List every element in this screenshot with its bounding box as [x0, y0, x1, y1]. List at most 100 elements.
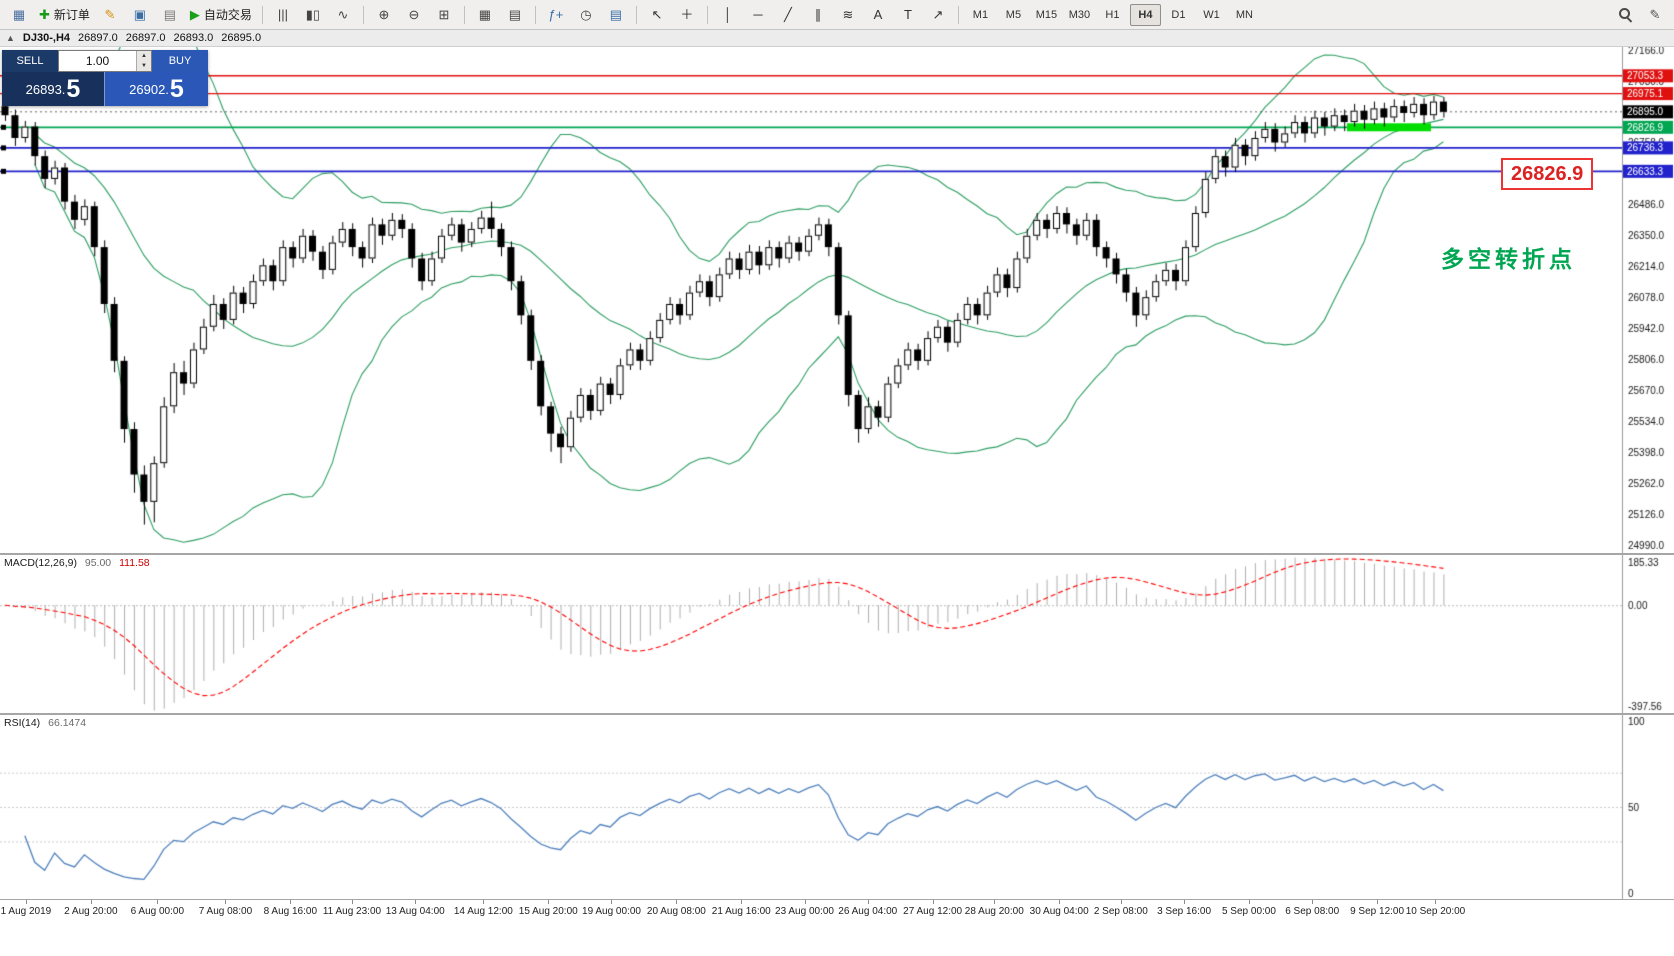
crosshair-icon: ＋	[680, 7, 694, 22]
chart-window-icon[interactable]: ▦	[5, 4, 33, 26]
data-window-icon[interactable]: ▤	[156, 4, 184, 26]
timeframe-m15-button[interactable]: M15	[1035, 8, 1058, 21]
time-axis-label: 26 Aug 04:00	[838, 906, 898, 917]
buy-price-big-digit: 5	[169, 74, 184, 103]
time-axis-tick	[994, 900, 996, 904]
time-axis-tick	[225, 900, 227, 904]
timeframe-h1-button[interactable]: H1	[1105, 8, 1120, 21]
new-order-button[interactable]: ✚ 新订单	[35, 4, 94, 26]
grid-icon[interactable]: ⊞	[430, 4, 458, 26]
macd-canvas[interactable]	[0, 555, 1674, 713]
rsi-canvas[interactable]	[0, 715, 1674, 899]
chart-icon: ▲	[6, 33, 15, 43]
toolbar-separator	[635, 5, 637, 24]
vertical-line-icon[interactable]: │	[714, 4, 742, 26]
time-axis-tick	[351, 900, 353, 904]
line-chart-type-icon[interactable]: ∿	[329, 4, 357, 26]
cascade-windows-icon: ▤	[508, 7, 522, 22]
volume-down-icon[interactable]: ▼	[137, 61, 151, 71]
time-axis-tick	[157, 900, 159, 904]
price-level-label[interactable]: 26826.9	[1501, 158, 1594, 190]
autotrading-button[interactable]: ▶ 自动交易	[186, 4, 256, 26]
time-axis-label: 7 Aug 08:00	[198, 906, 253, 917]
text-icon: A	[873, 7, 883, 22]
indicators-icon[interactable]: ƒ+	[542, 4, 570, 26]
time-axis-label: 6 Sep 08:00	[1285, 906, 1340, 917]
tile-windows-icon[interactable]: ▦	[471, 4, 499, 26]
fibonacci-icon[interactable]: ≋	[834, 4, 862, 26]
channel-icon[interactable]: ∥	[804, 4, 832, 26]
horizontal-line-icon[interactable]: ─	[744, 4, 772, 26]
periods-icon[interactable]: ◷	[572, 4, 600, 26]
time-axis-tick	[1120, 900, 1122, 904]
data-window-icon: ▤	[163, 7, 177, 22]
arrows-icon[interactable]: ↗	[924, 4, 952, 26]
trendline-icon: ╱	[784, 7, 792, 22]
bar-chart-type-icon[interactable]: |||	[269, 4, 297, 26]
time-axis-label: 3 Sep 16:00	[1157, 906, 1212, 917]
time-axis-tick	[1248, 900, 1250, 904]
toolbar-separator	[362, 5, 364, 24]
candlestick-chart-type-icon: ▮▯	[305, 7, 321, 22]
buy-button[interactable]: BUY	[152, 50, 208, 72]
search-icon[interactable]	[1611, 4, 1639, 26]
zoom-out-icon[interactable]: ⊖	[400, 4, 428, 26]
timeframe-m1-button[interactable]: M1	[972, 8, 989, 21]
time-axis-tick	[932, 900, 934, 904]
zoom-in-icon[interactable]: ⊕	[370, 4, 398, 26]
time-axis-tick	[611, 900, 613, 904]
market-watch-icon: ▣	[133, 7, 147, 22]
volume-box: 1.00 ▲ ▼	[58, 50, 152, 72]
timeframe-d1-button[interactable]: D1	[1171, 8, 1186, 21]
quick-edit-icon[interactable]: ✎	[1641, 4, 1669, 26]
cascade-windows-icon[interactable]: ▤	[501, 4, 529, 26]
time-axis-label: 20 Aug 08:00	[646, 906, 706, 917]
arrows-icon: ↗	[932, 7, 944, 22]
timeframe-m5-button[interactable]: M5	[1005, 8, 1022, 21]
rsi-value: 66.1474	[48, 717, 87, 729]
price-chart-pane: SELL 1.00 ▲ ▼ BUY 26893. 5 26902. 5	[0, 47, 1674, 553]
time-axis-tick	[290, 900, 292, 904]
grid-icon: ⊞	[438, 7, 450, 22]
macd-label: MACD(12,26,9) 95.00 111.58	[4, 557, 150, 569]
timeframe-h4-button[interactable]: H4	[1129, 3, 1161, 26]
pane-splitter[interactable]	[0, 553, 1674, 555]
symbol-period-label: DJ30-,H4	[22, 32, 70, 44]
text-icon[interactable]: A	[864, 4, 892, 26]
ohlc-high: 26897.0	[125, 32, 166, 44]
time-axis-tick	[1059, 900, 1061, 904]
one-click-trading-panel: SELL 1.00 ▲ ▼ BUY 26893. 5 26902. 5	[2, 50, 208, 106]
chart-window-icon: ▦	[12, 7, 26, 22]
candlestick-chart-type-icon[interactable]: ▮▯	[299, 4, 327, 26]
time-axis-label: 19 Aug 00:00	[582, 906, 641, 917]
sell-price[interactable]: 26893. 5	[2, 72, 105, 106]
buy-price[interactable]: 26902. 5	[105, 72, 208, 106]
toolbar-separator	[534, 5, 536, 24]
templates-icon[interactable]: ▤	[602, 4, 630, 26]
time-axis-tick	[1435, 900, 1437, 904]
periods-icon: ◷	[580, 7, 592, 22]
buy-price-main: 26902.	[129, 81, 169, 97]
volume-up-icon[interactable]: ▲	[137, 51, 151, 61]
label-icon[interactable]: T	[894, 4, 922, 26]
time-axis[interactable]: 1 Aug 2019 2 Aug 20:00 6 Aug 00:00 7 Aug 08…	[0, 899, 1674, 956]
metaeditor-icon: ✎	[104, 7, 116, 22]
time-axis-tick	[1312, 900, 1314, 904]
market-watch-icon[interactable]: ▣	[126, 4, 154, 26]
cursor-icon[interactable]: ↖	[643, 4, 671, 26]
metaeditor-icon[interactable]: ✎	[96, 4, 124, 26]
crosshair-icon[interactable]: ＋	[673, 4, 701, 26]
trendline-icon[interactable]: ╱	[774, 4, 802, 26]
toolbar-separator	[706, 5, 708, 24]
toolbar-separator	[957, 5, 959, 24]
autotrading-button: ▶	[189, 7, 200, 22]
timeframe-m30-button[interactable]: M30	[1068, 8, 1091, 21]
timeframe-w1-button[interactable]: W1	[1203, 8, 1220, 21]
pane-splitter[interactable]	[0, 713, 1674, 715]
turning-point-annotation[interactable]: 多空转折点	[1441, 246, 1576, 272]
timeframe-mn-button[interactable]: MN	[1235, 8, 1253, 21]
sell-button[interactable]: SELL	[2, 50, 58, 72]
time-axis-tick	[676, 900, 678, 904]
price-chart-canvas[interactable]	[0, 47, 1674, 553]
volume-input[interactable]: 1.00	[85, 54, 110, 68]
